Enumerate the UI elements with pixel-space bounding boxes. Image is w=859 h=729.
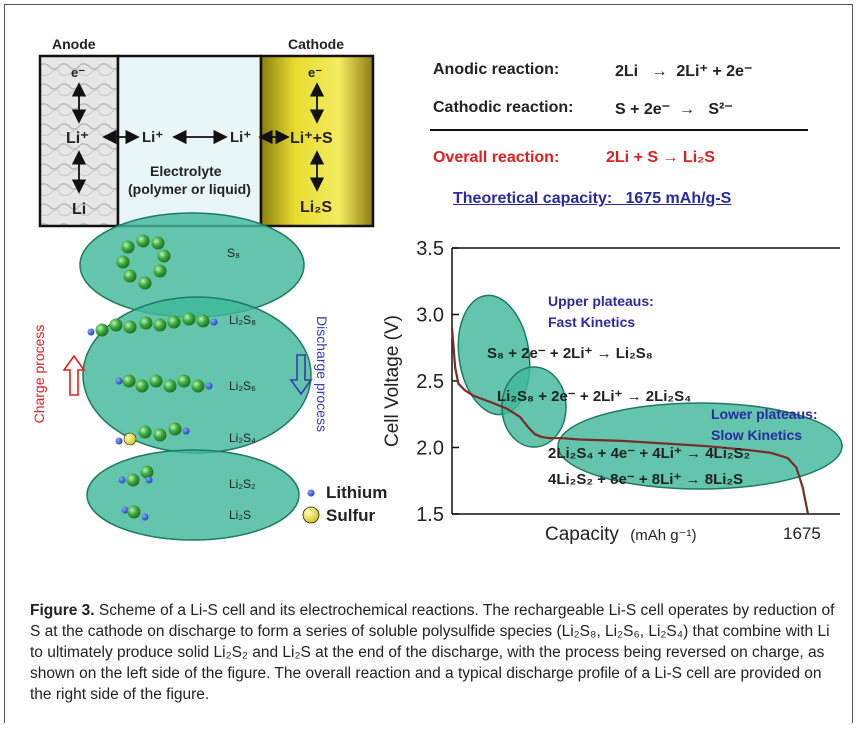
anode-electron: e⁻ bbox=[71, 65, 86, 80]
cathode-li-s: Li⁺+S bbox=[290, 130, 333, 147]
upper-plateau-ellipse-2 bbox=[501, 366, 567, 448]
lower-plateau-title: Lower plateaus: bbox=[711, 406, 818, 422]
s8-molecule bbox=[116, 234, 171, 290]
cathode-li2s: Li₂S bbox=[300, 199, 332, 216]
cathode-label: Cathode bbox=[288, 36, 344, 52]
y-tick-label-1: 3.0 bbox=[416, 305, 444, 327]
ellipse-li2s bbox=[86, 449, 300, 541]
lithium-legend-marker bbox=[307, 489, 315, 497]
electrolyte-type: (polymer or liquid) bbox=[128, 181, 251, 197]
x-axis-unit: (mAh g⁻¹) bbox=[630, 527, 697, 544]
li2s6-molecule bbox=[115, 374, 213, 393]
x-tick-end: 1675 bbox=[783, 524, 821, 543]
species-label-li2s8: Li₂S₈ bbox=[229, 313, 256, 327]
species-label-li2s4: Li₂S₄ bbox=[229, 431, 256, 445]
electrolyte-label: Electrolyte bbox=[150, 163, 222, 179]
y-tick-label-3: 2.0 bbox=[416, 438, 444, 460]
li2s-molecule bbox=[121, 505, 149, 521]
overall-reaction-equation: 2Li + S → Li₂S bbox=[606, 149, 715, 166]
cathodic-reaction-label: Cathodic reaction: bbox=[433, 99, 574, 116]
species-label-li2s2: Li₂S₂ bbox=[229, 477, 256, 491]
figure-caption: Figure 3. Scheme of a Li-S cell and its … bbox=[30, 600, 840, 705]
sulfur-legend-marker bbox=[302, 506, 320, 524]
discharge-curve bbox=[450, 327, 810, 515]
li2s8-molecule bbox=[87, 312, 218, 337]
discharge-process-label: Discharge process bbox=[314, 316, 330, 432]
cathode-electron: e⁻ bbox=[308, 65, 323, 80]
reaction-eq-3: 2Li₂S₄ + 4e⁻ + 4Li⁺ → 4Li₂S₂ bbox=[548, 445, 751, 462]
lower-plateau-subtitle: Slow Kinetics bbox=[711, 427, 803, 443]
y-tick-label-4: 1.5 bbox=[416, 504, 444, 526]
upper-plateau-subtitle: Fast Kinetics bbox=[548, 314, 636, 330]
theoretical-capacity: Theoretical capacity: 1675 mAh/g-S bbox=[453, 190, 732, 207]
y-ticks bbox=[452, 247, 459, 515]
reaction-eq-2: Li₂S₈ + 2e⁻ + 2Li⁺ → 2Li₂S₄ bbox=[497, 388, 692, 405]
li2s2-molecule bbox=[118, 465, 154, 487]
x-axis-label: Capacity (mAh g⁻¹) bbox=[545, 524, 696, 546]
charge-arrow bbox=[62, 354, 86, 396]
x-axis-label-text: Capacity bbox=[545, 524, 619, 545]
lithium-legend-label: Lithium bbox=[326, 483, 388, 502]
charge-process-label: Charge process bbox=[31, 324, 47, 424]
y-tick-label-0: 3.5 bbox=[416, 238, 444, 260]
species-label-li2s: Li₂S bbox=[229, 508, 252, 522]
reaction-eq-1: S₈ + 2e⁻ + 2Li⁺ → Li₂S₈ bbox=[487, 345, 653, 362]
overall-reaction-label: Overall reaction: bbox=[433, 149, 560, 166]
anode-li-metal: Li bbox=[72, 201, 87, 218]
discharge-arrow bbox=[289, 354, 313, 396]
figure-frame bbox=[4, 4, 853, 723]
upper-plateau-title: Upper plateaus: bbox=[548, 293, 654, 309]
li2s4-molecule bbox=[115, 422, 190, 446]
anode-label: Anode bbox=[52, 36, 96, 52]
caption-label: Figure 3. bbox=[30, 602, 95, 619]
anodic-reaction-label: Anodic reaction: bbox=[433, 61, 560, 78]
species-label-li2s6: Li₂S₆ bbox=[229, 379, 256, 393]
electrolyte-li-ion-1: Li⁺ bbox=[142, 129, 164, 146]
cathodic-reaction-equation: S + 2e⁻ → S²⁻ bbox=[615, 101, 733, 118]
reaction-eq-4: 4Li₂S₂ + 8e⁻ + 8Li⁺ → 8Li₂S bbox=[548, 471, 744, 488]
discharge-chart: 3.5 3.0 2.5 2.0 1.5 bbox=[416, 238, 843, 526]
y-axis-label: Cell Voltage (V) bbox=[382, 315, 403, 448]
electrolyte-li-ion-2: Li⁺ bbox=[230, 129, 252, 146]
caption-text: Scheme of a Li-S cell and its electroche… bbox=[30, 602, 835, 703]
species-label-s8: S₈ bbox=[227, 246, 240, 260]
species-ellipses bbox=[79, 212, 312, 541]
y-tick-label-2: 2.5 bbox=[416, 371, 444, 393]
anodic-reaction-equation: 2Li → 2Li⁺ + 2e⁻ bbox=[615, 63, 753, 80]
anode-li-ion: Li⁺ bbox=[66, 130, 89, 147]
y-tick-labels: 3.5 3.0 2.5 2.0 1.5 bbox=[416, 238, 444, 526]
sulfur-legend-label: Sulfur bbox=[326, 506, 376, 525]
